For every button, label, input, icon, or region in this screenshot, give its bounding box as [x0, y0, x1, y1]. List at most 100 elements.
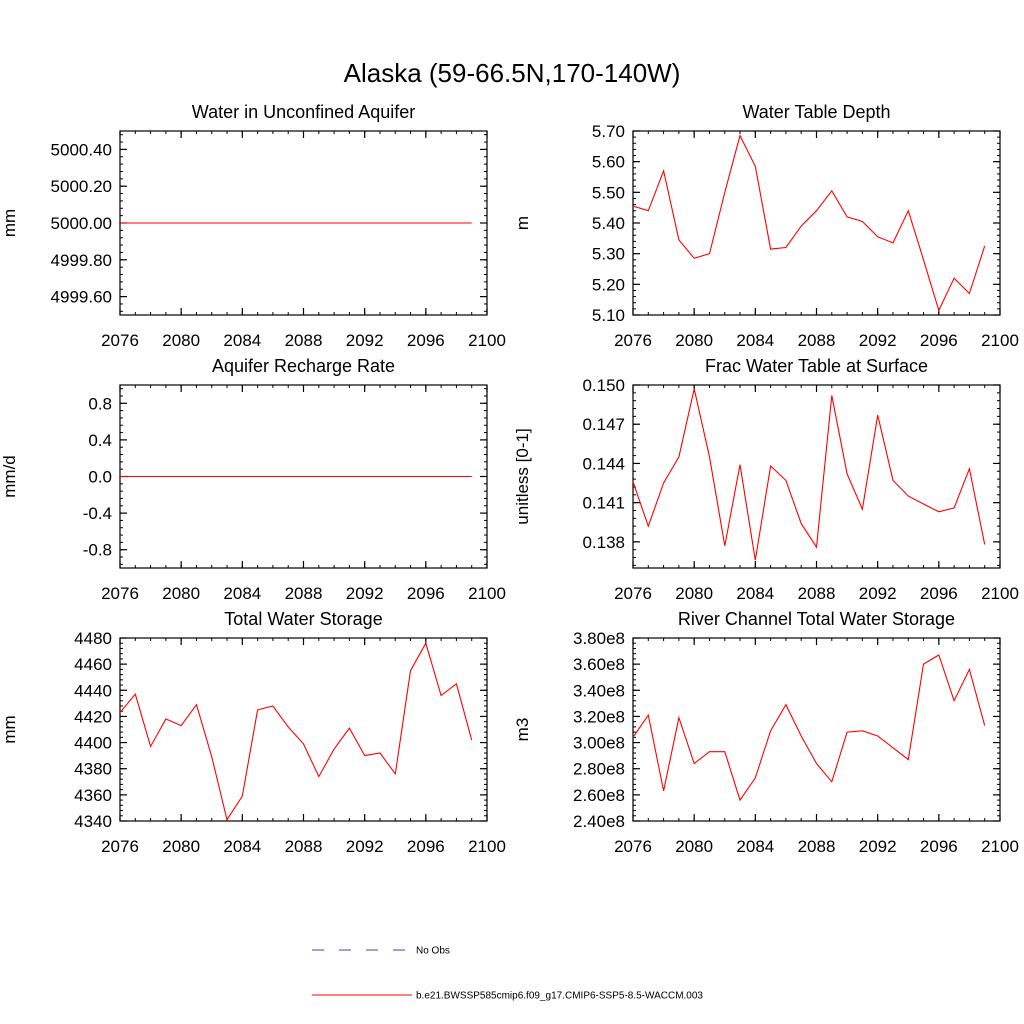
x-tick-label: 2080: [675, 837, 713, 856]
series-line: [632, 388, 986, 561]
x-tick-label: 2084: [736, 837, 774, 856]
x-tick-label: 2092: [859, 584, 897, 603]
series-line: [632, 654, 986, 802]
panel-title: Total Water Storage: [224, 609, 382, 629]
legend-model-label: b.e21.BWSSP585cmip6.f09_g17.CMIP6-SSP5-8…: [416, 991, 703, 1002]
x-tick-label: 2092: [346, 837, 384, 856]
y-tick-label: 0.147: [582, 415, 625, 434]
y-axis-label: mm/d: [0, 455, 19, 498]
y-tick-label: 4999.60: [51, 288, 112, 307]
y-tick-label: 3.60e8: [573, 655, 625, 674]
y-tick-label: 0.141: [582, 494, 625, 513]
y-tick-label: 3.00e8: [573, 734, 625, 753]
y-tick-label: 2.80e8: [573, 760, 625, 779]
x-tick-label: 2096: [407, 331, 445, 350]
x-tick-label: 2096: [920, 331, 958, 350]
y-axis-label: m3: [513, 718, 532, 742]
x-tick-label: 2100: [981, 837, 1019, 856]
panel-title: Frac Water Table at Surface: [705, 356, 928, 376]
y-tick-label: 5000.00: [51, 214, 112, 233]
x-tick-label: 2096: [920, 837, 958, 856]
x-tick-label: 2088: [798, 837, 836, 856]
x-tick-label: 2092: [859, 331, 897, 350]
y-tick-label: 2.40e8: [573, 812, 625, 831]
y-axis-label: mm: [0, 715, 19, 743]
panel-2: Water Table Depth m 2076 2080 2084 2088 2092 20…: [513, 102, 1019, 350]
x-tick-label: 2076: [614, 331, 652, 350]
y-tick-label: 4400: [74, 734, 112, 753]
plot-frame: [632, 637, 1001, 822]
y-tick-label: 5.70: [592, 122, 625, 141]
x-tick-label: 2092: [346, 584, 384, 603]
panel-5: Total Water Storage mm 2076 2080 2084 2088 209…: [0, 609, 506, 856]
y-tick-label: 4360: [74, 786, 112, 805]
x-tick-label: 2076: [614, 584, 652, 603]
panels: Water in Unconfined Aquifer mm 2076 2080 208…: [0, 102, 1019, 856]
x-tick-label: 2096: [920, 584, 958, 603]
y-tick-label: 5000.40: [51, 140, 112, 159]
y-tick-label: 0.150: [582, 376, 625, 395]
x-tick-label: 2076: [614, 837, 652, 856]
x-tick-label: 2080: [675, 584, 713, 603]
y-tick-label: 4340: [74, 812, 112, 831]
x-tick-label: 2080: [162, 837, 200, 856]
x-tick-label: 2080: [675, 331, 713, 350]
y-tick-label: 0.4: [88, 431, 112, 450]
panel-title: River Channel Total Water Storage: [678, 609, 955, 629]
legend: No Obs b.e21.BWSSP585cmip6.f09_g17.CMIP6…: [312, 946, 703, 1002]
y-tick-label: 5.20: [592, 275, 625, 294]
y-axis-label: m: [513, 216, 532, 230]
x-tick-label: 2092: [346, 331, 384, 350]
panel-title: Aquifer Recharge Rate: [212, 356, 395, 376]
y-tick-label: 5.10: [592, 306, 625, 325]
x-tick-label: 2100: [468, 584, 506, 603]
legend-obs-label: No Obs: [416, 946, 450, 957]
y-tick-label: 4420: [74, 707, 112, 726]
y-tick-label: 5.30: [592, 245, 625, 264]
y-axis-label: unitless [0-1]: [513, 428, 532, 524]
x-tick-label: 2100: [468, 331, 506, 350]
panel-1: Water in Unconfined Aquifer mm 2076 2080 208…: [0, 102, 506, 350]
series-line: [632, 134, 986, 312]
y-tick-label: 4480: [74, 629, 112, 648]
x-tick-label: 2084: [223, 584, 261, 603]
y-tick-label: 4380: [74, 760, 112, 779]
y-tick-label: 4440: [74, 681, 112, 700]
x-tick-label: 2076: [101, 331, 139, 350]
y-tick-label: 5000.20: [51, 177, 112, 196]
panel-4: Frac Water Table at Surface unitless [0-1…: [513, 356, 1019, 603]
x-tick-label: 2096: [407, 837, 445, 856]
panel-6: River Channel Total Water Storage m3 2076 2…: [513, 609, 1019, 856]
panel-title: Water in Unconfined Aquifer: [192, 102, 415, 122]
y-axis-label: mm: [0, 209, 19, 237]
x-tick-label: 2088: [285, 584, 323, 603]
y-tick-label: -0.4: [83, 504, 112, 523]
y-tick-label: 3.20e8: [573, 707, 625, 726]
y-tick-label: 3.40e8: [573, 681, 625, 700]
x-tick-label: 2096: [407, 584, 445, 603]
y-tick-label: 5.50: [592, 183, 625, 202]
figure-title: Alaska (59-66.5N,170-140W): [344, 58, 681, 88]
x-tick-label: 2088: [285, 837, 323, 856]
x-tick-label: 2080: [162, 584, 200, 603]
y-tick-label: 4460: [74, 655, 112, 674]
y-tick-label: 0.138: [582, 533, 625, 552]
x-tick-label: 2076: [101, 584, 139, 603]
x-tick-label: 2084: [736, 584, 774, 603]
x-tick-label: 2088: [798, 584, 836, 603]
plot-frame: [632, 384, 1001, 569]
series-line: [119, 641, 473, 822]
x-tick-label: 2080: [162, 331, 200, 350]
x-tick-label: 2092: [859, 837, 897, 856]
x-tick-label: 2088: [285, 331, 323, 350]
panel-3: Aquifer Recharge Rate mm/d 2076 2080 2084 208…: [0, 356, 506, 603]
y-tick-label: -0.8: [83, 541, 112, 560]
x-tick-label: 2084: [223, 331, 261, 350]
x-tick-label: 2100: [981, 584, 1019, 603]
y-tick-label: 0.8: [88, 394, 112, 413]
y-tick-label: 4999.80: [51, 251, 112, 270]
y-tick-label: 3.80e8: [573, 629, 625, 648]
panel-title: Water Table Depth: [742, 102, 890, 122]
x-tick-label: 2084: [223, 837, 261, 856]
